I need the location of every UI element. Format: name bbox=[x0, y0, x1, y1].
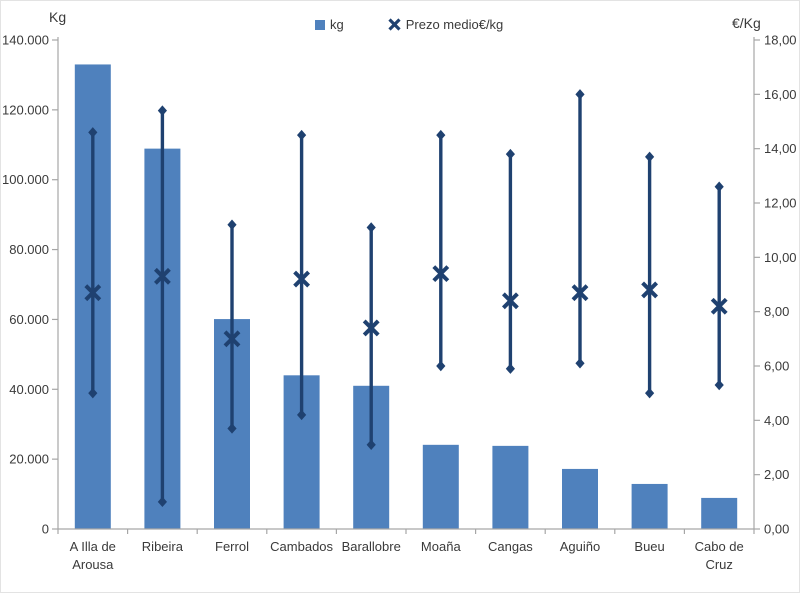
category-label: Bueu bbox=[634, 539, 664, 554]
right-axis-tick-label: 8,00 bbox=[764, 304, 789, 319]
range-end-diamond bbox=[157, 105, 167, 116]
right-axis-tick-label: 6,00 bbox=[764, 359, 789, 374]
left-axis-tick-label: 40.000 bbox=[9, 382, 49, 397]
mean-x-marker bbox=[641, 281, 659, 299]
left-axis-tick-label: 140.000 bbox=[2, 33, 49, 48]
bar-7 bbox=[562, 468, 598, 529]
bar-5 bbox=[422, 444, 459, 529]
right-axis-tick-label: 14,00 bbox=[764, 141, 797, 156]
range-end-diamond bbox=[297, 129, 307, 141]
bar-8 bbox=[631, 483, 668, 529]
right-axis-tick-label: 12,00 bbox=[764, 196, 797, 211]
range-end-diamond bbox=[714, 181, 724, 192]
left-axis-tick-label: 20.000 bbox=[9, 452, 49, 467]
legend-kg-label: kg bbox=[330, 17, 344, 32]
category-label: Cabo de bbox=[695, 539, 744, 554]
left-axis-tick-label: 100.000 bbox=[2, 172, 49, 187]
bar-6 bbox=[492, 445, 529, 529]
range-end-diamond bbox=[366, 222, 376, 233]
range-end-diamond bbox=[505, 148, 515, 160]
legend-prezo-medio-label: Prezo medio€/kg bbox=[405, 17, 504, 32]
range-end-diamond bbox=[297, 409, 307, 421]
category-label: Aguiño bbox=[560, 539, 600, 554]
mean-x-marker bbox=[501, 292, 519, 310]
left-axis-tick-label: 80.000 bbox=[9, 242, 49, 257]
range-end-diamond bbox=[436, 360, 446, 372]
category-label: Ferrol bbox=[215, 539, 249, 554]
right-axis-tick-label: 16,00 bbox=[764, 87, 797, 102]
right-axis-tick-label: 2,00 bbox=[764, 467, 789, 482]
right-axis-tick-label: 4,00 bbox=[764, 413, 789, 428]
x-marker-icon bbox=[388, 18, 401, 31]
mean-x-marker bbox=[571, 284, 589, 302]
right-axis-tick-label: 18,00 bbox=[764, 33, 797, 48]
range-end-diamond bbox=[157, 496, 167, 508]
range-end-diamond bbox=[575, 358, 585, 369]
category-label: Cangas bbox=[488, 539, 533, 554]
category-label: Cambados bbox=[270, 539, 333, 554]
right-axis-tick-label: 0,00 bbox=[764, 522, 789, 537]
category-label: Barallobre bbox=[342, 539, 401, 554]
range-end-diamond bbox=[714, 379, 724, 391]
left-axis-tick-label: 60.000 bbox=[9, 312, 49, 327]
left-axis-tick-label: 0 bbox=[42, 522, 49, 537]
mean-x-marker bbox=[293, 270, 311, 288]
range-end-diamond bbox=[88, 387, 98, 399]
category-label: Ribeira bbox=[142, 539, 184, 554]
range-end-diamond bbox=[436, 129, 446, 141]
category-label: Moaña bbox=[421, 539, 462, 554]
kg-series-swatch-icon bbox=[315, 19, 325, 30]
right-axis-tick-label: 10,00 bbox=[764, 250, 797, 265]
range-end-diamond bbox=[645, 387, 655, 399]
range-end-diamond bbox=[575, 89, 585, 100]
legend-item-kg: kg bbox=[315, 17, 344, 32]
mean-x-marker bbox=[710, 297, 728, 315]
mean-x-marker bbox=[223, 330, 241, 348]
legend-item-prezo-medio: Prezo medio€/kg bbox=[388, 17, 504, 32]
left-axis-tick-label: 120.000 bbox=[2, 102, 49, 117]
bar-9 bbox=[701, 497, 738, 529]
range-end-diamond bbox=[366, 439, 376, 450]
right-axis-title: €/Kg bbox=[732, 15, 761, 31]
range-end-diamond bbox=[645, 151, 655, 163]
category-label: Arousa bbox=[72, 557, 114, 572]
mean-x-marker bbox=[432, 265, 450, 283]
range-end-diamond bbox=[227, 423, 237, 434]
mean-x-marker bbox=[84, 284, 102, 302]
range-end-diamond bbox=[227, 219, 237, 230]
left-axis-title: Kg bbox=[49, 9, 67, 25]
range-end-diamond bbox=[505, 363, 515, 374]
mean-x-marker bbox=[362, 319, 380, 337]
range-end-diamond bbox=[88, 127, 98, 138]
category-label: Cruz bbox=[705, 557, 732, 572]
chart-legend: kg Prezo medio€/kg bbox=[315, 17, 503, 32]
category-label: A Illa de bbox=[70, 539, 116, 554]
mean-x-marker bbox=[153, 267, 171, 285]
